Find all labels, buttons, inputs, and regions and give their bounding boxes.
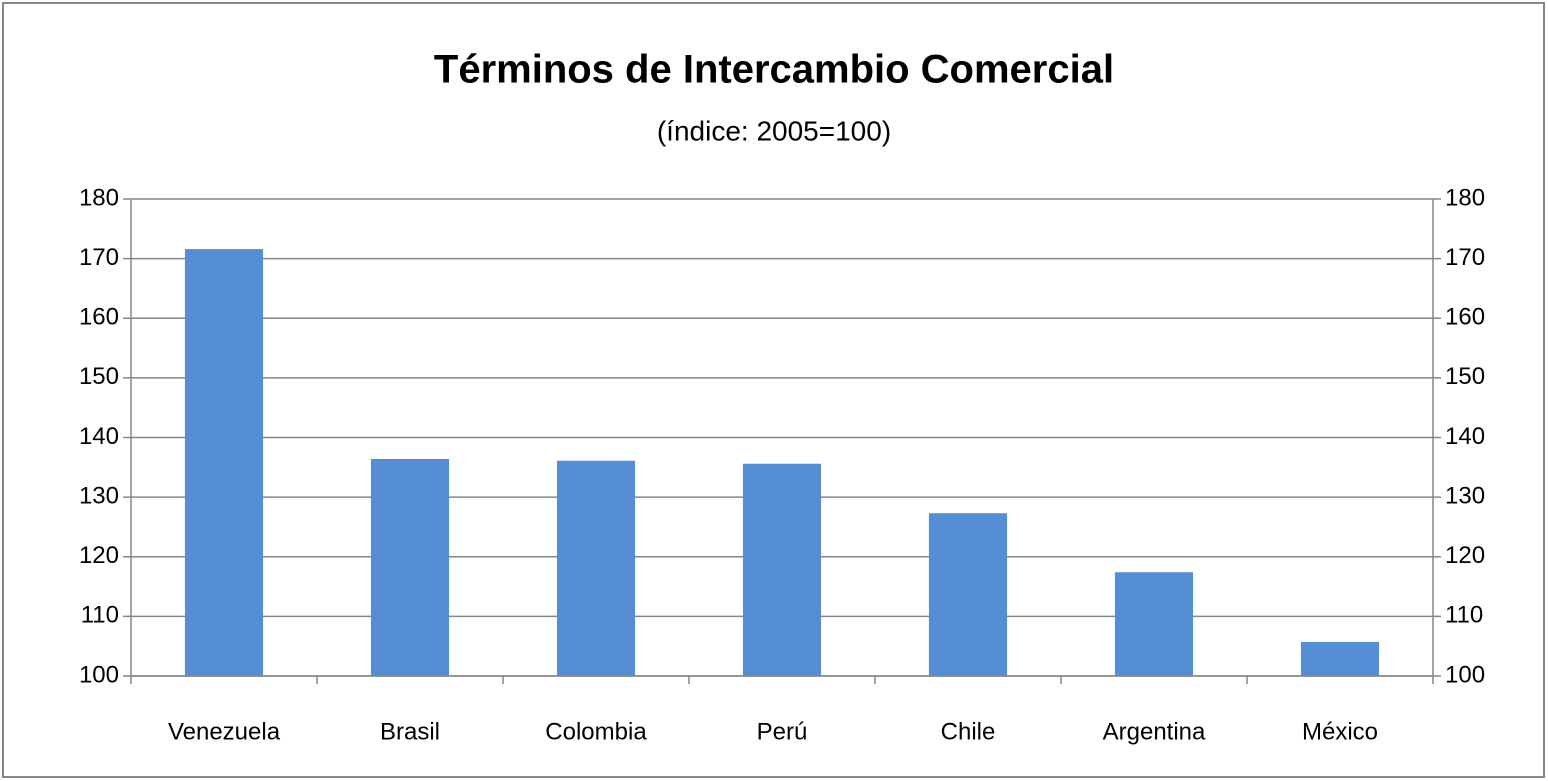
y2-tick-label: 120 [1445,542,1485,569]
x-tick-label: Chile [941,718,996,745]
y2-tick-label: 130 [1445,482,1485,509]
y-tick-label: 100 [79,661,119,688]
x-tick-label: Brasil [380,718,440,745]
chart-title: Términos de Intercambio Comercial [434,48,1114,92]
bar [184,249,264,676]
bar [928,513,1008,676]
y2-tick-label: 180 [1445,184,1485,211]
y2-tick-label: 160 [1445,304,1485,331]
y-tick-label: 110 [81,602,119,629]
y2-tick-label: 100 [1445,661,1485,688]
bar [1300,642,1380,676]
x-tick-label: Perú [757,718,808,745]
x-tick-label: México [1302,718,1378,745]
bar [1114,572,1194,676]
bar [370,458,450,676]
y-tick-label: 170 [79,244,119,271]
chart-subtitle: (índice: 2005=100) [657,115,891,146]
y-tick-label: 140 [79,423,119,450]
y-tick-label: 160 [79,304,119,331]
x-tick-label: Argentina [1103,718,1206,745]
y2-tick-label: 170 [1445,244,1485,271]
bar [742,463,822,676]
y2-tick-label: 140 [1445,423,1485,450]
y2-tick-label: 110 [1445,602,1483,629]
y-tick-label: 150 [79,363,119,390]
bar [556,460,636,676]
x-tick-label: Venezuela [168,718,281,745]
y-tick-label: 120 [79,542,119,569]
y2-tick-label: 150 [1445,363,1485,390]
x-tick-label: Colombia [545,718,647,745]
y-tick-label: 180 [79,184,119,211]
y-tick-label: 130 [79,482,119,509]
